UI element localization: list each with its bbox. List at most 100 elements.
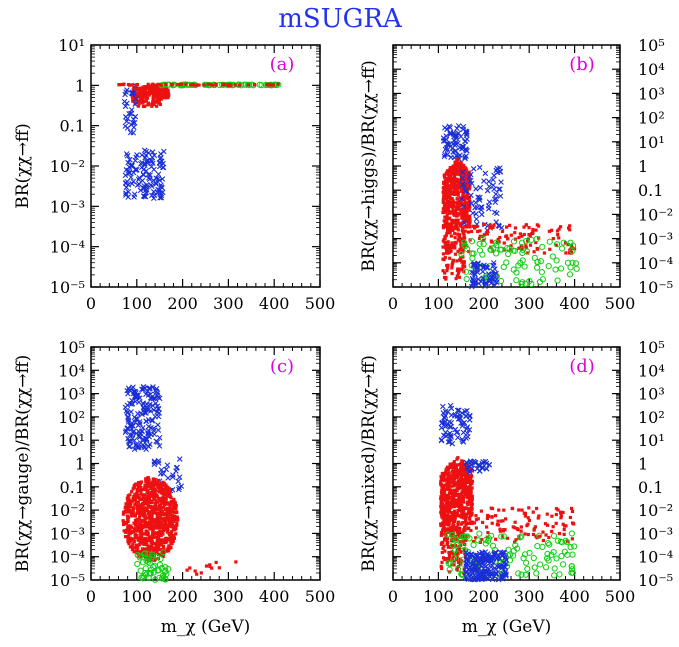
point-red-blob [444, 503, 449, 507]
point-red-band-ext [128, 83, 132, 87]
point-blue-low [472, 563, 479, 570]
point-red-scatter [520, 247, 524, 251]
point-blue-arc [443, 136, 450, 143]
point-blue-cluster [157, 190, 164, 196]
point-red-blob [447, 554, 452, 558]
point-red-blob [470, 500, 474, 504]
x-tick-label: 200 [167, 587, 198, 606]
point-red-blob [450, 550, 454, 554]
point-red-blob [460, 229, 464, 233]
point-red-blob [460, 512, 464, 516]
point-red-mass [134, 482, 138, 486]
point-red-band [138, 93, 142, 97]
point-red-blob [444, 177, 448, 181]
point-red-blob [459, 474, 464, 479]
point-blue-cluster [143, 182, 150, 188]
x-tick-label: 500 [305, 587, 336, 606]
point-red-blob [450, 463, 454, 467]
point-red-blob [456, 533, 460, 537]
point-red-blob [444, 509, 448, 513]
panel-label: (c) [270, 356, 294, 377]
point-red-blob [441, 532, 445, 536]
point-red-mass [135, 528, 139, 532]
point-red-mass [135, 511, 139, 515]
point-red-mass [163, 512, 167, 516]
point-red-blob [449, 227, 453, 231]
x-tick-label: 400 [559, 587, 590, 606]
point-blue-top [133, 441, 140, 448]
point-red-scatter [509, 233, 513, 237]
point-red-blob [442, 512, 447, 516]
y-tick-label: 10⁻³ [50, 197, 85, 216]
y-tick-label: 10² [58, 408, 85, 427]
point-red-blob [440, 510, 444, 514]
point-green-scatter [470, 541, 477, 548]
point-red-blob [459, 208, 463, 212]
point-red-blob [439, 564, 443, 568]
point-red-blob [445, 264, 449, 268]
point-green-scatter [515, 262, 522, 269]
point-red-blob [453, 514, 457, 518]
point-green-scatter [493, 250, 500, 257]
point-red-mass [173, 510, 177, 515]
y-tick-label: 10⁴ [638, 60, 665, 79]
point-red-blob [454, 207, 459, 212]
point-red-blob [446, 545, 450, 549]
point-red-blob [447, 250, 451, 255]
point-green-scatter [566, 271, 574, 278]
point-red-blob [443, 498, 448, 503]
point-blue-low [482, 549, 489, 555]
x-tick-label: 200 [469, 294, 500, 313]
point-green-scatter [523, 248, 531, 255]
point-blue-mid [473, 216, 480, 222]
point-red-scatter [515, 527, 519, 531]
point-red-blob [450, 197, 454, 201]
point-red-blob [446, 521, 450, 525]
panel-a: 0 100 200 300 400 50010¹10.110⁻²10⁻³10⁻⁴10⁻⁵B… [13, 36, 335, 313]
point-red-band [156, 85, 160, 89]
point-red-mass [135, 503, 139, 508]
point-red-blob [458, 496, 462, 501]
point-blue-low [480, 275, 486, 281]
point-blue-arc [447, 430, 453, 437]
point-blue-arc [455, 434, 461, 441]
point-red-mass [139, 530, 143, 535]
point-red-blob [451, 527, 455, 531]
point-red-blob [439, 507, 443, 511]
point-red-blob [452, 496, 456, 500]
x-tick-label: 500 [605, 587, 636, 606]
point-blue-cluster [151, 195, 157, 202]
point-green-scatter [520, 555, 527, 562]
point-red-mass [154, 545, 158, 549]
point-blue-mid [497, 169, 503, 175]
point-blue-top [150, 425, 157, 432]
point-red-band [144, 91, 148, 96]
point-blue-tail-high [133, 95, 139, 102]
point-green-scatter [569, 259, 576, 266]
point-green-scatter [545, 263, 552, 270]
point-red-mass [137, 483, 141, 487]
point-red-blob [444, 468, 448, 472]
point-red-blob [442, 181, 446, 185]
point-red-mass [139, 491, 143, 495]
data-points [117, 81, 282, 202]
point-red-blob [443, 557, 447, 562]
point-green-low [139, 575, 146, 582]
point-red-blob [454, 277, 458, 281]
point-red-mass [151, 549, 155, 553]
point-red-blob [450, 563, 454, 567]
point-red-blob [441, 269, 445, 273]
y-tick-label: 0.1 [60, 478, 85, 497]
point-red-blob [445, 477, 449, 481]
point-blue-top [149, 402, 156, 409]
point-red-mass [162, 549, 166, 554]
point-red-scatter [572, 247, 577, 251]
point-blue-top [127, 423, 134, 430]
point-red-blob [463, 166, 467, 170]
point-green-scatter [568, 569, 575, 576]
point-red-tail [208, 563, 212, 567]
point-red-blob [455, 481, 459, 485]
point-red-mass [174, 506, 178, 511]
point-red-mass [158, 522, 163, 526]
